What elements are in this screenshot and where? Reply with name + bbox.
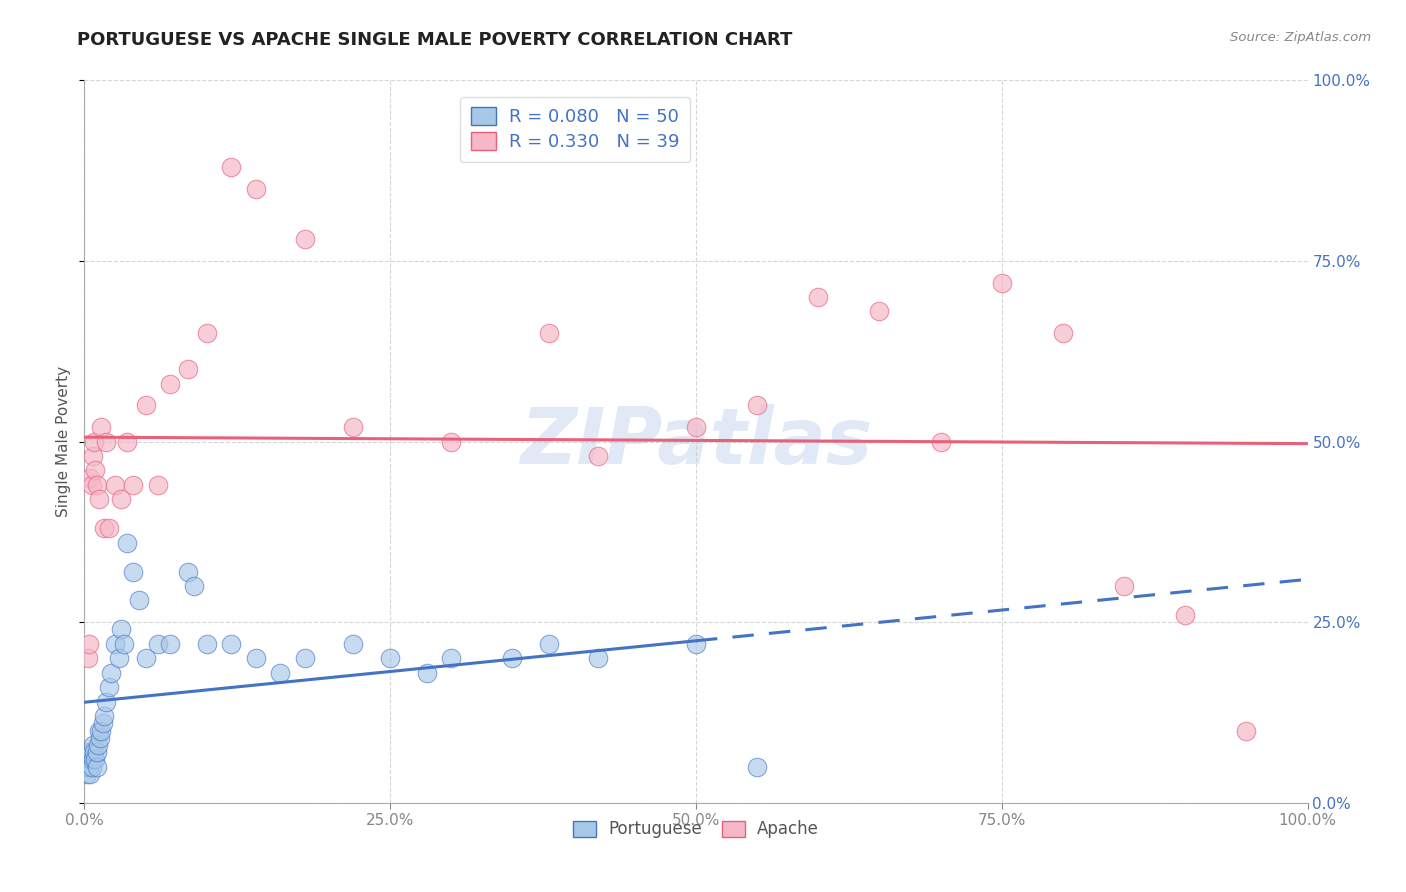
Point bbox=[159, 376, 181, 391]
Point bbox=[416, 665, 439, 680]
Point bbox=[807, 290, 830, 304]
Point bbox=[79, 752, 101, 766]
Point bbox=[79, 767, 101, 781]
Point bbox=[294, 651, 316, 665]
Point bbox=[93, 709, 115, 723]
Text: ZIPatlas: ZIPatlas bbox=[520, 403, 872, 480]
Point bbox=[586, 651, 609, 665]
Point bbox=[80, 760, 103, 774]
Point bbox=[87, 723, 110, 738]
Point bbox=[135, 398, 157, 412]
Point bbox=[110, 623, 132, 637]
Point bbox=[86, 745, 108, 759]
Point bbox=[159, 637, 181, 651]
Point bbox=[104, 478, 127, 492]
Point bbox=[245, 651, 267, 665]
Point bbox=[502, 651, 524, 665]
Point bbox=[929, 434, 952, 449]
Point bbox=[84, 752, 107, 766]
Text: Source: ZipAtlas.com: Source: ZipAtlas.com bbox=[1230, 31, 1371, 45]
Point bbox=[1236, 723, 1258, 738]
Point bbox=[107, 651, 129, 665]
Legend: Portuguese, Apache: Portuguese, Apache bbox=[567, 814, 825, 845]
Point bbox=[86, 760, 108, 774]
Point bbox=[183, 579, 205, 593]
Point bbox=[79, 470, 101, 484]
Point bbox=[110, 492, 132, 507]
Point bbox=[90, 420, 112, 434]
Point bbox=[538, 637, 561, 651]
Point bbox=[96, 695, 118, 709]
Point bbox=[83, 745, 105, 759]
Point bbox=[122, 478, 145, 492]
Point bbox=[269, 665, 291, 680]
Point bbox=[342, 637, 364, 651]
Point bbox=[869, 304, 891, 318]
Point bbox=[89, 731, 111, 745]
Y-axis label: Single Male Poverty: Single Male Poverty bbox=[56, 366, 72, 517]
Point bbox=[77, 752, 100, 766]
Point bbox=[112, 637, 135, 651]
Point bbox=[440, 651, 463, 665]
Point bbox=[100, 665, 122, 680]
Point bbox=[1174, 607, 1197, 622]
Point bbox=[91, 716, 114, 731]
Point bbox=[440, 434, 463, 449]
Point bbox=[82, 738, 104, 752]
Point bbox=[115, 434, 138, 449]
Point bbox=[245, 182, 267, 196]
Point bbox=[77, 760, 100, 774]
Point bbox=[115, 535, 138, 549]
Text: PORTUGUESE VS APACHE SINGLE MALE POVERTY CORRELATION CHART: PORTUGUESE VS APACHE SINGLE MALE POVERTY… bbox=[77, 31, 793, 49]
Point bbox=[177, 362, 200, 376]
Point bbox=[122, 565, 145, 579]
Point bbox=[90, 723, 112, 738]
Point bbox=[77, 637, 100, 651]
Point bbox=[128, 593, 150, 607]
Point bbox=[82, 752, 104, 766]
Point bbox=[80, 745, 103, 759]
Point bbox=[135, 651, 157, 665]
Point bbox=[82, 449, 104, 463]
Point bbox=[685, 420, 707, 434]
Point bbox=[104, 637, 127, 651]
Point bbox=[342, 420, 364, 434]
Point bbox=[77, 745, 100, 759]
Point bbox=[87, 492, 110, 507]
Point bbox=[380, 651, 402, 665]
Point bbox=[93, 521, 115, 535]
Point bbox=[219, 160, 242, 174]
Point bbox=[177, 565, 200, 579]
Point bbox=[1052, 326, 1074, 340]
Point bbox=[538, 326, 561, 340]
Point bbox=[1114, 579, 1136, 593]
Point bbox=[83, 434, 105, 449]
Point bbox=[146, 478, 169, 492]
Point bbox=[294, 232, 316, 246]
Point bbox=[747, 760, 769, 774]
Point bbox=[96, 434, 118, 449]
Point bbox=[586, 449, 609, 463]
Point bbox=[77, 651, 100, 665]
Point bbox=[87, 738, 110, 752]
Point bbox=[86, 478, 108, 492]
Point bbox=[195, 637, 218, 651]
Point bbox=[97, 521, 120, 535]
Point bbox=[97, 680, 120, 694]
Point bbox=[80, 478, 103, 492]
Point bbox=[77, 760, 100, 774]
Point bbox=[195, 326, 218, 340]
Point bbox=[84, 463, 107, 477]
Point bbox=[685, 637, 707, 651]
Point bbox=[991, 276, 1014, 290]
Point bbox=[747, 398, 769, 412]
Point bbox=[219, 637, 242, 651]
Point bbox=[146, 637, 169, 651]
Point bbox=[76, 767, 98, 781]
